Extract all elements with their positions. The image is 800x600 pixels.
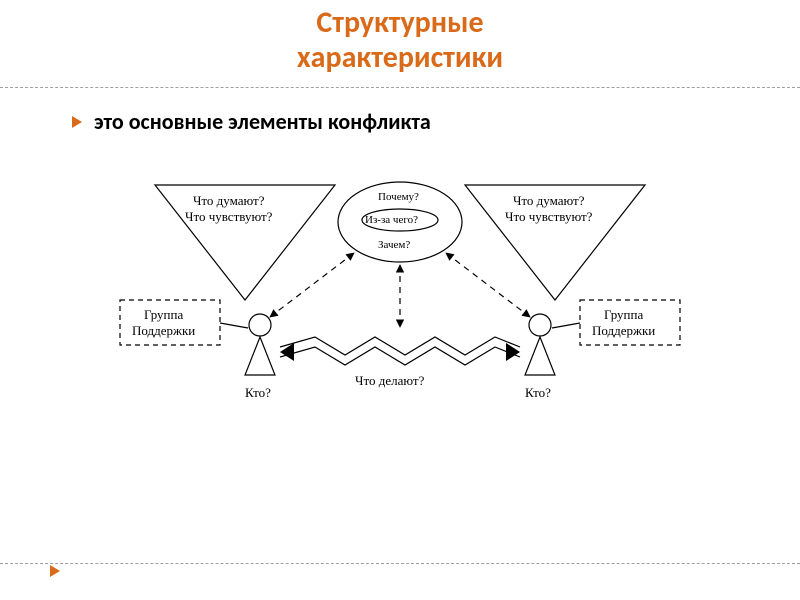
label-group-left-l1: Группа: [144, 307, 183, 322]
label-think-left-l2: Что чувствуют?: [185, 209, 272, 224]
bullet-item: это основные элементы конфликта: [72, 108, 431, 135]
label-do-what: Что делают?: [355, 373, 424, 389]
label-think-right-l2: Что чувствуют?: [505, 209, 592, 224]
label-who-right: Кто?: [525, 385, 551, 401]
label-think-right-l1: Что думают?: [513, 193, 585, 208]
label-group-right-l2: Поддержки: [592, 323, 655, 338]
title-line2: характеристики: [297, 39, 503, 76]
label-group-right: Группа Поддержки: [592, 307, 655, 339]
label-because: Из-за чего?: [365, 214, 418, 226]
footer-marker-icon: [50, 565, 60, 577]
label-group-left-l2: Поддержки: [132, 323, 195, 338]
divider-top: [0, 87, 800, 88]
conflict-diagram: Что думают? Что чувствуют? Что думают? Ч…: [110, 175, 690, 435]
bullet-text: это основные элементы конфликта: [94, 108, 431, 135]
label-think-left: Что думают? Что чувствуют?: [185, 193, 272, 225]
label-group-right-l1: Группа: [604, 307, 643, 322]
page-title: Структурные характеристики: [0, 6, 800, 75]
label-whatfor: Зачем?: [378, 239, 410, 251]
label-why: Почему?: [378, 191, 419, 203]
label-think-right: Что думают? Что чувствуют?: [505, 193, 592, 225]
divider-bottom: [0, 563, 800, 564]
bullet-marker-icon: [72, 116, 82, 128]
title-line1: Структурные: [316, 4, 483, 41]
label-group-left: Группа Поддержки: [132, 307, 195, 339]
label-who-left: Кто?: [245, 385, 271, 401]
label-think-left-l1: Что думают?: [193, 193, 265, 208]
